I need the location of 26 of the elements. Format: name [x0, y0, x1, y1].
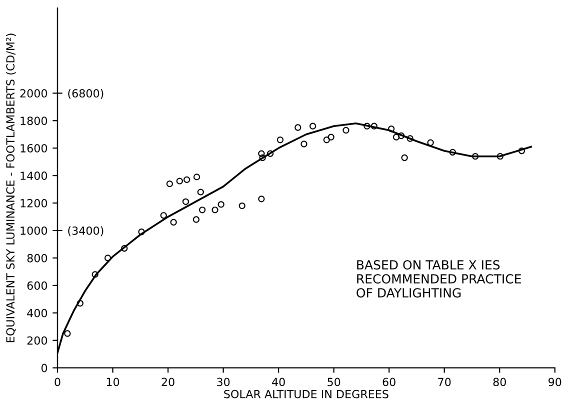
- x-tick-label: 70: [438, 378, 451, 386]
- y2-tick-label: (3400): [68, 226, 104, 236]
- x-tick-label: 20: [162, 378, 174, 386]
- y-axis-title: EQUIVALENT SKY LUMINANCE - FOOTLAMBERTS (CD/M²): [6, 34, 16, 342]
- y-tick-label: 600: [27, 281, 48, 290]
- x-axis-title: SOLAR ALTITUDE IN DEGREES: [224, 390, 388, 398]
- y-tick-label: 1200: [20, 199, 48, 208]
- x-tick-label: 30: [217, 378, 230, 386]
- x-tick-label: 10: [106, 378, 120, 386]
- x-tick-label: 90: [548, 378, 562, 386]
- y-tick-label: 1000: [20, 226, 48, 235]
- y2-tick-label: (6800): [68, 88, 104, 99]
- x-tick-label: 80: [493, 378, 506, 386]
- y-tick-label: 2000: [20, 89, 48, 98]
- y-tick-label: 1600: [20, 144, 48, 152]
- y-tick-label: 800: [27, 254, 48, 262]
- y-tick-label: 200: [27, 336, 48, 345]
- y-tick-label: 0: [41, 364, 48, 372]
- annotation: BASED ON TABLE X IES RECOMMENDED PRACTICE OF DAYLIGHTING: [356, 260, 521, 298]
- x-tick-label: 40: [272, 378, 285, 386]
- y-tick-label: 1800: [20, 116, 48, 126]
- x-tick-label: 60: [382, 378, 396, 386]
- y-tick-label: 400: [27, 308, 48, 318]
- y-tick-label: 1400: [20, 172, 48, 180]
- x-tick-label: 50: [328, 378, 340, 386]
- x-tick-label: 0: [54, 378, 60, 386]
